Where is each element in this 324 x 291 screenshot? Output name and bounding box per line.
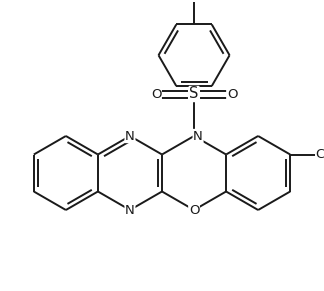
Text: N: N bbox=[125, 129, 135, 143]
Text: O: O bbox=[189, 203, 199, 217]
Text: O: O bbox=[227, 88, 237, 100]
Text: S: S bbox=[189, 86, 199, 102]
Text: O: O bbox=[151, 88, 161, 100]
Text: N: N bbox=[193, 129, 203, 143]
Text: N: N bbox=[125, 203, 135, 217]
Text: Cl: Cl bbox=[316, 148, 324, 161]
